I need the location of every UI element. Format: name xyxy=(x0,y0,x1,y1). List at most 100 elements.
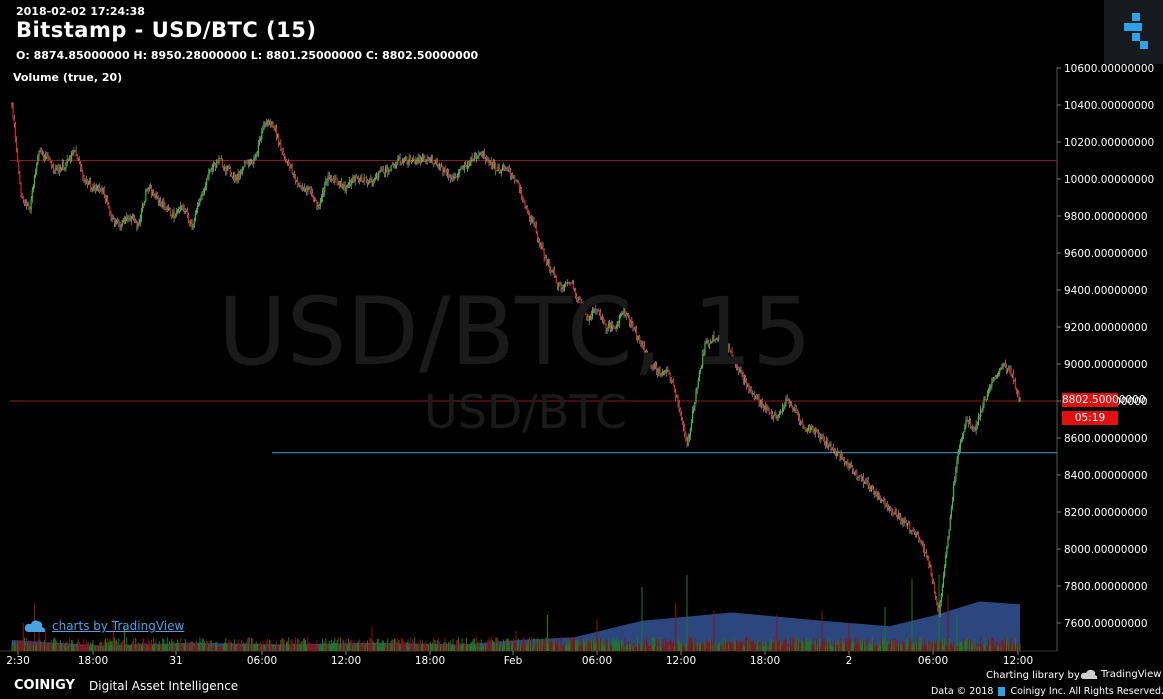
volume-bar xyxy=(473,638,475,651)
candle-body xyxy=(585,309,587,315)
candle-body xyxy=(95,188,97,190)
volume-bar xyxy=(455,640,457,651)
volume-bar xyxy=(466,638,467,651)
candle-body xyxy=(756,395,758,400)
candle-body xyxy=(915,533,918,535)
volume-bar xyxy=(379,646,381,651)
candle-body xyxy=(428,160,430,162)
volume-bar xyxy=(774,637,776,651)
volume-bar xyxy=(356,642,358,651)
volume-bar xyxy=(777,642,779,651)
candle-body xyxy=(63,163,65,170)
volume-bar xyxy=(880,645,881,651)
volume-bar xyxy=(423,644,425,651)
volume-bar xyxy=(786,646,788,651)
volume-bar xyxy=(569,639,571,651)
volume-bar xyxy=(228,639,230,651)
volume-bar xyxy=(965,638,967,651)
volume-bar xyxy=(550,638,552,651)
volume-bar xyxy=(542,645,544,651)
candle-body xyxy=(683,422,685,427)
candle-body xyxy=(562,287,564,290)
volume-bar xyxy=(610,645,611,651)
candle-body xyxy=(29,207,31,210)
volume-bar xyxy=(355,645,357,651)
candle-body xyxy=(446,172,448,175)
volume-bar xyxy=(36,644,38,651)
volume-bar xyxy=(867,645,869,651)
volume-bar xyxy=(939,639,941,651)
volume-bar xyxy=(395,639,397,651)
candle-body xyxy=(816,430,819,433)
volume-bar xyxy=(488,638,490,651)
candle-body xyxy=(345,186,347,192)
volume-bar xyxy=(533,637,535,651)
candle-body xyxy=(890,507,892,509)
candle-body xyxy=(289,162,291,168)
volume-bar xyxy=(961,642,962,651)
volume-bar xyxy=(666,641,668,651)
candle-body xyxy=(191,222,193,228)
volume-bar xyxy=(579,645,581,651)
volume-bar xyxy=(82,644,84,651)
candle-body xyxy=(530,218,532,222)
candle-body xyxy=(764,409,766,411)
volume-bar xyxy=(160,644,161,651)
candle-body xyxy=(472,159,474,161)
candle-body xyxy=(972,427,974,429)
volume-bar xyxy=(435,646,437,651)
candle-body xyxy=(991,382,993,386)
volume-bar xyxy=(602,639,604,651)
candle-body xyxy=(969,419,972,427)
volume-bar xyxy=(417,641,419,651)
volume-bar xyxy=(90,642,92,651)
volume-bar xyxy=(529,637,530,651)
candle-body xyxy=(867,481,869,485)
coinigy-brand[interactable]: COINIGY xyxy=(14,678,75,693)
candle-body xyxy=(504,167,506,169)
candle-body xyxy=(432,158,434,164)
tradingview-credit-link[interactable]: charts by TradingView xyxy=(24,619,184,633)
volume-bar xyxy=(750,641,752,651)
candle-body xyxy=(351,179,353,185)
candle-body xyxy=(854,472,856,474)
volume-bar xyxy=(257,646,259,651)
candle-body xyxy=(706,340,708,342)
candle-body xyxy=(39,150,41,153)
volume-bar xyxy=(607,639,609,651)
volume-bar xyxy=(108,642,110,651)
tradingview-footer-link[interactable]: TradingView xyxy=(1080,669,1161,680)
coinigy-logo-button[interactable] xyxy=(1104,0,1163,64)
volume-bar xyxy=(188,642,190,651)
candle-body xyxy=(364,177,366,179)
volume-bar xyxy=(693,640,695,651)
volume-indicator-label[interactable]: Volume (true, 20) xyxy=(13,71,123,84)
candle-body xyxy=(459,169,461,173)
volume-bar xyxy=(791,646,793,651)
volume-bar xyxy=(289,644,291,651)
candle-body xyxy=(822,437,824,441)
volume-bar xyxy=(261,646,263,651)
volume-bar xyxy=(486,646,488,651)
volume-bar xyxy=(264,644,266,651)
volume-bar xyxy=(254,645,256,651)
candle-body xyxy=(608,323,610,325)
candle-body xyxy=(942,576,945,587)
volume-bar xyxy=(784,639,786,651)
candle-body xyxy=(758,397,760,404)
volume-bar xyxy=(937,640,939,651)
volume-bar xyxy=(19,642,21,651)
candle-body xyxy=(1002,364,1004,367)
candle-body xyxy=(186,210,189,216)
volume-bar xyxy=(713,611,715,651)
volume-bar xyxy=(957,645,959,651)
candle-body xyxy=(404,159,406,162)
volume-bar xyxy=(146,645,148,651)
candle-body xyxy=(928,558,930,568)
y-tick-label: 8000.00000000 xyxy=(1064,544,1148,556)
candle-body xyxy=(285,159,288,164)
volume-bar xyxy=(481,645,483,651)
candle-body xyxy=(400,161,402,163)
candle-body xyxy=(787,400,789,404)
